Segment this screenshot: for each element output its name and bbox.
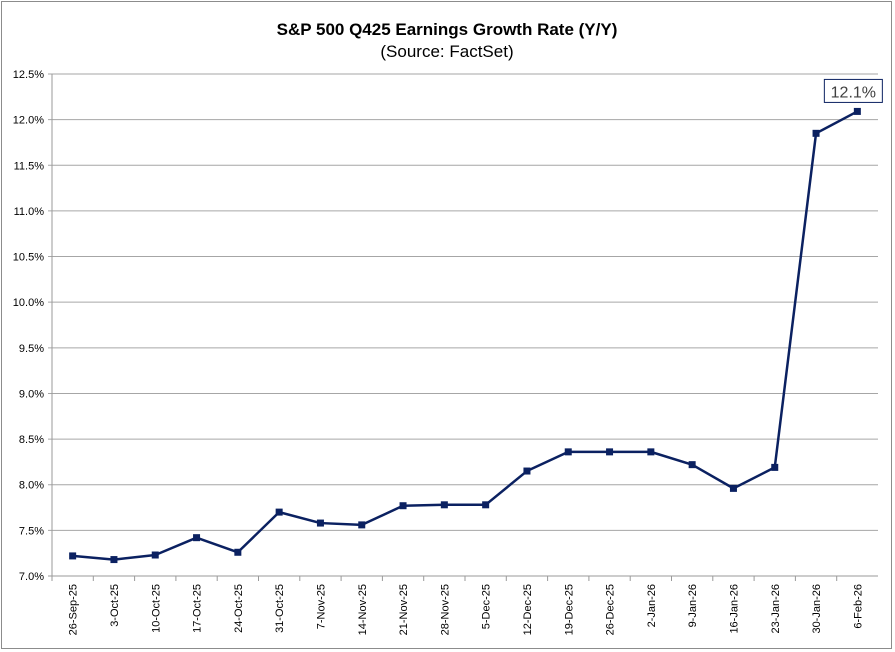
y-tick-label: 10.5% bbox=[13, 252, 44, 264]
series-line bbox=[72, 110, 858, 561]
data-point bbox=[606, 448, 614, 456]
x-tick-label: 21-Nov-25 bbox=[398, 584, 410, 635]
data-point bbox=[771, 463, 779, 471]
y-tick-label: 7.5% bbox=[19, 525, 44, 537]
data-point bbox=[523, 467, 531, 475]
y-tick-label: 10.0% bbox=[13, 297, 44, 309]
data-point bbox=[812, 129, 820, 137]
y-tick-label: 7.0% bbox=[19, 571, 44, 583]
data-point bbox=[647, 448, 655, 456]
y-tick-label: 9.5% bbox=[19, 343, 44, 355]
y-tick-label: 12.0% bbox=[13, 115, 44, 127]
data-label: 12.1% bbox=[831, 84, 876, 101]
x-tick-label: 3-Oct-25 bbox=[109, 584, 121, 627]
x-tick-label: 12-Dec-25 bbox=[522, 584, 534, 635]
data-label-box bbox=[823, 78, 883, 103]
data-point bbox=[151, 551, 159, 559]
data-point bbox=[729, 484, 737, 492]
data-point bbox=[316, 519, 324, 527]
data-point bbox=[564, 448, 572, 456]
data-point bbox=[853, 107, 861, 115]
x-tick-label: 26-Dec-25 bbox=[605, 584, 617, 635]
data-point bbox=[688, 461, 696, 469]
y-tick-label: 8.5% bbox=[19, 434, 44, 446]
x-tick-label: 31-Oct-25 bbox=[274, 584, 286, 633]
x-tick-label: 2-Jan-26 bbox=[646, 584, 658, 627]
x-tick-label: 5-Dec-25 bbox=[481, 584, 493, 629]
y-tick-label: 8.0% bbox=[19, 480, 44, 492]
data-point bbox=[234, 548, 242, 556]
data-point bbox=[193, 534, 201, 542]
x-tick-label: 14-Nov-25 bbox=[357, 584, 369, 635]
x-tick-label: 24-Oct-25 bbox=[233, 584, 245, 633]
chart-title: S&P 500 Q425 Earnings Growth Rate (Y/Y) bbox=[277, 20, 618, 39]
x-tick-label: 23-Jan-26 bbox=[770, 584, 782, 634]
data-point bbox=[110, 556, 118, 564]
data-point bbox=[275, 508, 283, 516]
y-tick-label: 11.5% bbox=[14, 160, 45, 172]
y-tick-label: 9.0% bbox=[19, 388, 44, 400]
x-tick-label: 7-Nov-25 bbox=[315, 584, 327, 629]
x-tick-label: 28-Nov-25 bbox=[439, 584, 451, 635]
chart-subtitle: (Source: FactSet) bbox=[380, 42, 513, 61]
x-tick-label: 17-Oct-25 bbox=[192, 584, 204, 633]
y-tick-label: 12.5% bbox=[13, 69, 44, 81]
x-tick-label: 19-Dec-25 bbox=[563, 584, 575, 635]
data-point bbox=[358, 521, 366, 529]
data-point bbox=[482, 501, 490, 509]
x-tick-label: 26-Sep-25 bbox=[68, 584, 80, 635]
x-tick-label: 16-Jan-26 bbox=[728, 584, 740, 634]
y-tick-label: 11.0% bbox=[14, 206, 45, 218]
x-tick-label: 9-Jan-26 bbox=[687, 584, 699, 627]
data-point bbox=[69, 552, 77, 560]
x-tick-label: 6-Feb-26 bbox=[852, 584, 864, 629]
x-tick-label: 30-Jan-26 bbox=[811, 584, 823, 634]
data-point bbox=[399, 502, 407, 510]
data-point bbox=[440, 501, 448, 509]
x-tick-label: 10-Oct-25 bbox=[150, 584, 162, 633]
